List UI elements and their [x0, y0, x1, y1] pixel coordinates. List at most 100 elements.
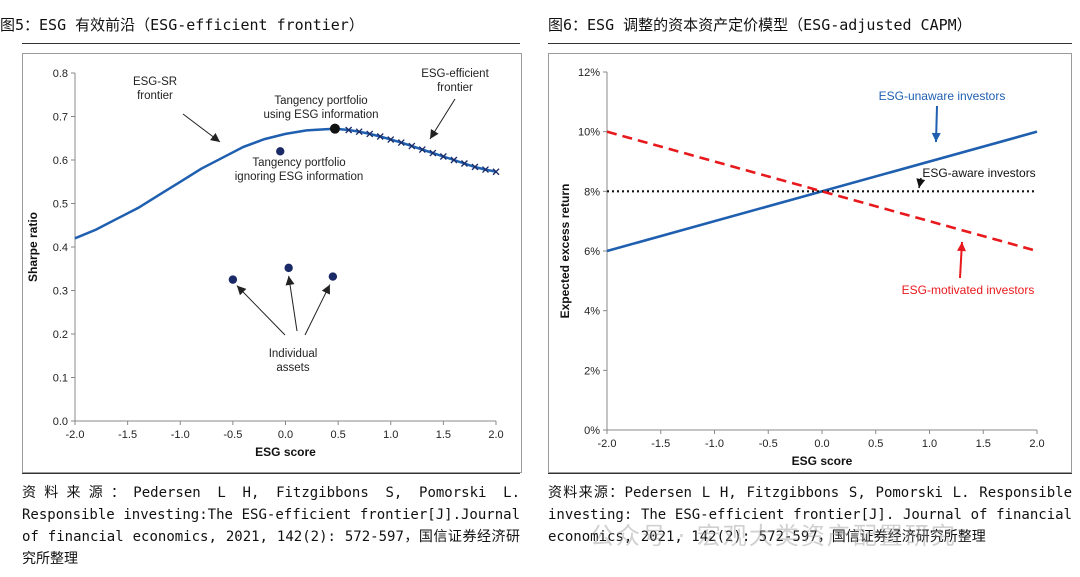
esg-aware-arrow-head: [916, 178, 926, 188]
frontier-x-marker: [429, 149, 437, 157]
frontier-x-marker: [397, 139, 405, 147]
x-tick-label: -1.5: [118, 429, 137, 441]
individual-asset-arrow: [304, 284, 331, 336]
x-tick-label: 1.0: [922, 438, 937, 450]
frontier-x-marker: [355, 128, 363, 136]
esg-efficient-frontier-label: ESG-efficient: [421, 68, 489, 80]
individual-asset-point: [228, 275, 238, 284]
frontier-x-marker: [471, 163, 479, 171]
tangency-ignoring-esg-label: Tangency portfolio: [252, 157, 345, 169]
x-tick-label: 1.0: [383, 429, 398, 441]
esg-motivated-arrow-head: [957, 242, 966, 252]
y-tick-label: 0.6: [53, 155, 68, 167]
individual-asset-arrow-head: [321, 284, 330, 295]
frontier-x-marker: [366, 130, 374, 138]
esg-efficient-frontier-line: [334, 127, 497, 173]
x-tick-label: 2.0: [1029, 438, 1044, 450]
title-rule: [548, 43, 1072, 44]
figure-5-title: 图5：ESG 有效前沿（ESG-efficient frontier）: [0, 16, 364, 34]
y-tick-label: 0.1: [53, 373, 68, 385]
y-tick-label: 0.8: [53, 68, 68, 80]
frontier-x-marker: [345, 126, 353, 134]
chart-frame: -2.0 -1.5 -1.0 -0.5 0.0 0.5 1.0 1.5 2.0 0% 2% 4% 6% 8…: [548, 53, 1072, 473]
x-tick-label: 0.5: [868, 438, 883, 450]
frontier-x-marker: [492, 168, 500, 176]
tangency-using-esg-label: using ESG information: [263, 109, 378, 121]
esg-sr-frontier-label: ESG-SR: [133, 76, 177, 88]
esg-efficient-frontier-label: frontier: [437, 82, 473, 94]
y-tick-label: 0.5: [53, 199, 68, 211]
x-tick-label: -1.0: [171, 429, 190, 441]
y-tick-label: 0.3: [53, 286, 68, 298]
y-tick-label: 0.7: [53, 112, 68, 124]
x-tick-label: 1.5: [976, 438, 991, 450]
figure-6-source: 资料来源：Pedersen L H, Fitzgibbons S, Pomors…: [548, 485, 1072, 545]
individual-asset-point: [328, 272, 338, 281]
x-tick-label: 0.0: [814, 438, 829, 450]
x-tick-label: -1.0: [705, 438, 724, 450]
frontier-x-marker: [450, 156, 458, 164]
chart-frame: -2.0 -1.5 -1.0 -0.5 0.0 0.5 1.0 1.5 2.0 0.0 0.1 0.2…: [22, 53, 522, 473]
esg-sr-frontier-line: [74, 127, 336, 240]
individual-assets-label: Individual: [269, 348, 318, 360]
expected-return-chart: -2.0 -1.5 -1.0 -0.5 0.0 0.5 1.0 1.5 2.0 0% 2% 4% 6% 8…: [558, 67, 1045, 468]
individual-asset-arrow-head: [236, 285, 247, 296]
esg-sr-arrow-head: [210, 132, 220, 142]
x-tick-label: -1.5: [651, 438, 670, 450]
individual-asset-arrow: [288, 275, 298, 332]
esg-motivated-line: [606, 130, 1038, 253]
y-tick-label: 0.4: [53, 242, 68, 254]
y-tick-label: 0.0: [53, 416, 68, 428]
esg-unaware-label: ESG-unaware investors: [879, 89, 1006, 103]
frontier-x-marker: [482, 166, 489, 174]
esg-sr-frontier-label: frontier: [137, 90, 173, 102]
frontier-x-marker: [408, 142, 416, 150]
esg-motivated-label: ESG-motivated investors: [902, 283, 1035, 297]
figure-6-panel: 图6：ESG 调整的资本资产定价模型（ESG-adjusted CAPM） -2…: [540, 0, 1080, 577]
frontier-x-marker: [460, 160, 468, 167]
x-tick-label: 1.5: [436, 429, 451, 441]
y-tick-label: 6%: [584, 246, 600, 258]
x-axis-title: ESG score: [255, 445, 316, 459]
x-tick-label: -2.0: [66, 429, 85, 441]
figure-6-title: 图6：ESG 调整的资本资产定价模型（ESG-adjusted CAPM）: [548, 16, 972, 34]
individual-asset-arrow: [236, 285, 286, 336]
figure-5-panel: 图5：ESG 有效前沿（ESG-efficient frontier） -2.0…: [0, 0, 530, 577]
esg-unaware-arrow-head: [931, 132, 941, 142]
frontier-x-marker: [376, 133, 384, 140]
x-tick-label: -0.5: [223, 429, 242, 441]
figure-5-source: 资料来源：Pedersen L H, Fitzgibbons S, Pomors…: [22, 485, 520, 567]
y-axis-title: Expected excess return: [558, 184, 572, 319]
individual-asset-point: [284, 263, 293, 273]
individual-asset-arrow-head: [285, 275, 295, 286]
y-tick-label: 4%: [584, 306, 600, 318]
sharpe-ratio-chart: -2.0 -1.5 -1.0 -0.5 0.0 0.5 1.0 1.5 2.0 0.0 0.1 0.2…: [26, 68, 504, 459]
y-tick-label: 12%: [578, 67, 600, 79]
y-tick-label: 0.2: [53, 329, 68, 341]
y-tick-label: 8%: [584, 186, 600, 198]
individual-assets-label: assets: [276, 362, 309, 374]
y-tick-label: 2%: [584, 365, 600, 377]
tangency-using-esg-label: Tangency portfolio: [274, 95, 367, 107]
frontier-x-marker: [387, 136, 395, 144]
bottom-rule: [548, 473, 1072, 474]
esg-efficient-arrow-head: [430, 128, 439, 139]
x-tick-label: 2.0: [488, 429, 503, 441]
y-tick-label: 10%: [578, 127, 600, 139]
x-tick-label: 0.0: [278, 429, 293, 441]
title-rule: [22, 43, 520, 44]
frontier-x-marker: [418, 146, 426, 154]
tangency-ignoring-esg-label: ignoring ESG information: [235, 171, 363, 183]
x-axis-title: ESG score: [792, 454, 853, 468]
esg-aware-label: ESG-aware investors: [922, 166, 1035, 180]
watermark-text: 公众号 · 宏观大类资产配置研究: [590, 522, 957, 550]
tangency-ignoring-esg-point: [276, 147, 285, 156]
x-tick-label: 0.5: [330, 429, 345, 441]
y-axis-title: Sharpe ratio: [26, 212, 40, 282]
x-tick-label: -0.5: [759, 438, 778, 450]
y-tick-label: 0%: [584, 425, 600, 437]
frontier-x-marker: [439, 153, 447, 160]
tangency-using-esg-point: [329, 123, 340, 134]
bottom-rule: [22, 473, 520, 474]
x-tick-label: -2.0: [598, 438, 617, 450]
